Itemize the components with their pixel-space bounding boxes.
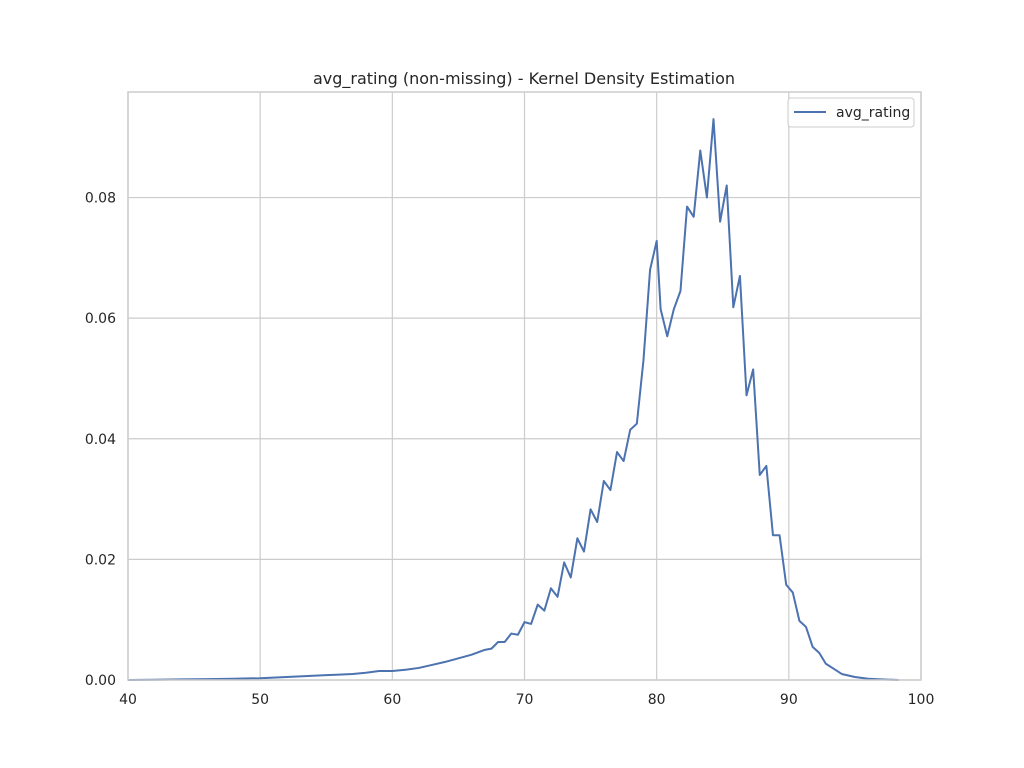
- y-tick-label-1: 0.02: [85, 552, 116, 568]
- y-tick-labels: 0.00 0.02 0.04 0.06 0.08: [85, 191, 116, 689]
- axes-frame: [127, 91, 922, 681]
- x-tick-label-40: 40: [119, 692, 137, 708]
- x-tick-labels: 40 50 60 70 80 90 100: [119, 692, 934, 708]
- y-tick-label-0: 0.00: [85, 673, 116, 689]
- x-tick-label-100: 100: [908, 692, 935, 708]
- y-tick-label-2: 0.04: [85, 432, 116, 448]
- x-tick-label-70: 70: [516, 692, 534, 708]
- grid: [127, 92, 922, 681]
- y-tick-label-4: 0.08: [85, 191, 116, 207]
- y-tick-label-3: 0.06: [85, 311, 116, 327]
- legend: avg_rating: [787, 97, 915, 128]
- series-line-avg_rating: [127, 118, 899, 681]
- x-tick-label-60: 60: [383, 692, 401, 708]
- legend-box: [787, 97, 915, 128]
- x-tick-label-80: 80: [648, 692, 666, 708]
- chart-title: avg_rating (non-missing) - Kernel Densit…: [313, 69, 735, 89]
- x-tick-label-90: 90: [780, 692, 798, 708]
- x-tick-label-50: 50: [251, 692, 269, 708]
- plot-lines: [127, 118, 899, 681]
- plot-area-border: [127, 91, 922, 681]
- legend-label: avg_rating: [836, 105, 910, 121]
